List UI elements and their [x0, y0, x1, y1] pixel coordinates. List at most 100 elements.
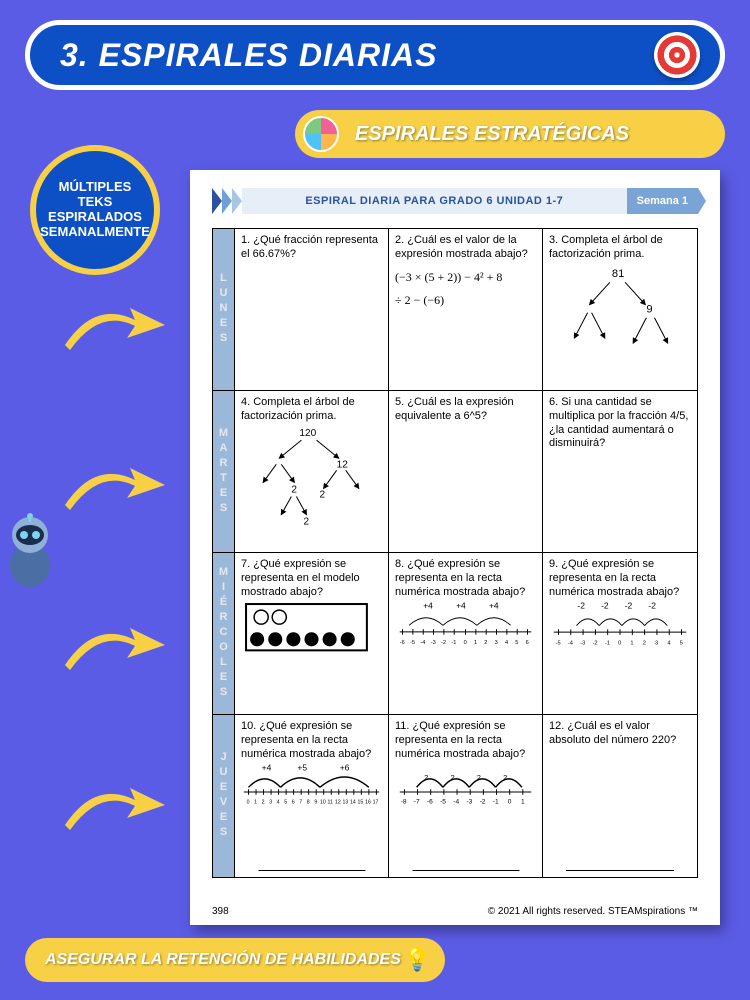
svg-text:81: 81 [612, 268, 624, 280]
svg-text:10: 10 [320, 800, 326, 806]
number-line-diagram: +4+5+6 01234567891011121314151617 [241, 761, 382, 808]
arrow-icon [55, 610, 175, 680]
question-text: 3. Completa el árbol de factorización pr… [549, 234, 691, 262]
svg-text:6: 6 [526, 640, 529, 646]
svg-text:15: 15 [358, 800, 364, 806]
cell-q2: 2. ¿Cuál es el valor de la expresión mos… [389, 229, 543, 391]
svg-text:+6: +6 [340, 763, 350, 773]
svg-text:-2: -2 [441, 640, 446, 646]
svg-text:0: 0 [247, 800, 250, 806]
svg-text:-2: -2 [593, 641, 598, 647]
copyright-text: © 2021 All rights reserved. STEAMspirati… [488, 906, 698, 917]
svg-text:+4: +4 [489, 601, 499, 611]
number-line-diagram: 2222 -8-7-6-5-4-3-2-101 [395, 761, 536, 808]
svg-text:14: 14 [350, 800, 356, 806]
svg-text:0: 0 [618, 641, 621, 647]
question-text: 6. Si una cantidad se multiplica por la … [549, 396, 691, 451]
cell-q8: 8. ¿Qué expresión se representa en la re… [389, 553, 543, 715]
svg-text:-1: -1 [493, 799, 499, 806]
bottom-pill: ASEGURAR LA RETENCIÓN DE HABILIDADES 💡 [25, 938, 445, 982]
svg-text:2: 2 [303, 516, 309, 527]
svg-text:3: 3 [655, 641, 658, 647]
question-text: 5. ¿Cuál es la expresión equivalente a 6… [395, 396, 536, 424]
svg-text:-4: -4 [568, 641, 573, 647]
bottom-text: ASEGURAR LA RETENCIÓN DE HABILIDADES [45, 951, 401, 969]
answer-line [412, 870, 519, 871]
question-text: 4. Completa el árbol de factorización pr… [241, 396, 382, 424]
question-text: 7. ¿Qué expresión se representa en el mo… [241, 558, 382, 599]
svg-text:13: 13 [343, 800, 349, 806]
cell-q10: 10. ¿Qué expresión se representa en la r… [235, 715, 389, 877]
page-title: 3. ESPIRALES DIARIAS [60, 37, 437, 74]
svg-text:-7: -7 [414, 799, 420, 806]
svg-text:1: 1 [630, 641, 633, 647]
svg-text:-8: -8 [401, 799, 407, 806]
day-label: LUNES [213, 229, 235, 391]
svg-text:+4: +4 [262, 763, 272, 773]
svg-text:-5: -5 [410, 640, 415, 646]
svg-text:-4: -4 [453, 799, 459, 806]
svg-text:-6: -6 [400, 640, 405, 646]
day-label: JUEVES [213, 715, 235, 877]
svg-text:2: 2 [503, 773, 507, 782]
robot-icon [0, 510, 60, 590]
cell-q5: 5. ¿Cuál es la expresión equivalente a 6… [389, 391, 543, 553]
svg-text:7: 7 [299, 800, 302, 806]
cell-q11: 11. ¿Qué expresión se representa en la r… [389, 715, 543, 877]
question-text: 12. ¿Cuál es el valor absoluto del númer… [549, 720, 691, 748]
svg-text:3: 3 [495, 640, 498, 646]
svg-text:-2: -2 [480, 799, 486, 806]
svg-text:120: 120 [299, 428, 316, 439]
svg-text:+4: +4 [456, 601, 466, 611]
svg-text:11: 11 [327, 800, 332, 806]
number-line-diagram: -2-2-2-2 -5-4-3-2-1012345 [549, 599, 691, 651]
svg-text:2: 2 [291, 484, 297, 495]
factor-tree-diagram: 81 9 [549, 262, 691, 363]
cell-q7: 7. ¿Qué expresión se representa en el mo… [235, 553, 389, 715]
target-icon [654, 32, 700, 78]
arrow-icon [55, 770, 175, 840]
worksheet-grid: LUNES 1. ¿Qué fracción representa el 66.… [212, 228, 698, 878]
svg-text:5: 5 [284, 800, 287, 806]
svg-text:1: 1 [254, 800, 257, 806]
svg-text:8: 8 [307, 800, 310, 806]
svg-text:5: 5 [680, 641, 683, 647]
math-expression: (−3 × (5 + 2)) − 4² + 8 [395, 270, 536, 285]
day-label: MIÉRCOLES [213, 553, 235, 715]
question-text: 11. ¿Qué expresión se representa en la r… [395, 720, 536, 761]
subtitle-text: ESPIRALES ESTRATÉGICAS [355, 123, 629, 146]
question-text: 8. ¿Qué expresión se representa en la re… [395, 558, 536, 599]
svg-text:4: 4 [667, 641, 670, 647]
worksheet-header: ESPIRAL DIARIA PARA GRADO 6 UNIDAD 1-7 S… [212, 188, 698, 214]
svg-text:-2: -2 [648, 601, 656, 611]
lightbulb-icon: 💡 [404, 947, 431, 973]
worksheet-page: ESPIRAL DIARIA PARA GRADO 6 UNIDAD 1-7 S… [190, 170, 720, 925]
svg-text:9: 9 [314, 800, 317, 806]
svg-text:1: 1 [521, 799, 525, 806]
cell-q12: 12. ¿Cuál es el valor absoluto del númer… [543, 715, 697, 877]
model-diagram [241, 599, 382, 659]
svg-text:-4: -4 [420, 640, 425, 646]
math-expression: ÷ 2 − (−6) [395, 293, 536, 308]
svg-text:3: 3 [269, 800, 272, 806]
svg-text:2: 2 [262, 800, 265, 806]
title-pill: 3. ESPIRALES DIARIAS [25, 20, 725, 90]
day-label: MARTES [213, 391, 235, 553]
svg-text:2: 2 [450, 773, 454, 782]
svg-text:-1: -1 [605, 641, 610, 647]
svg-text:17: 17 [373, 800, 379, 806]
question-text: 2. ¿Cuál es el valor de la expresión mos… [395, 234, 536, 262]
question-text: 9. ¿Qué expresión se representa en la re… [549, 558, 691, 599]
svg-text:9: 9 [646, 303, 652, 315]
subtitle-pill: ESPIRALES ESTRATÉGICAS [295, 110, 725, 158]
svg-text:-2: -2 [625, 601, 633, 611]
svg-text:-5: -5 [556, 641, 561, 647]
svg-text:16: 16 [365, 800, 371, 806]
svg-text:5: 5 [515, 640, 518, 646]
svg-text:0: 0 [508, 799, 512, 806]
number-line-diagram: +4+4+4 -6-5-4-3-2-10123456 [395, 599, 536, 651]
svg-text:-3: -3 [466, 799, 472, 806]
svg-text:4: 4 [277, 800, 280, 806]
svg-text:+4: +4 [423, 601, 433, 611]
answer-line [258, 870, 365, 871]
